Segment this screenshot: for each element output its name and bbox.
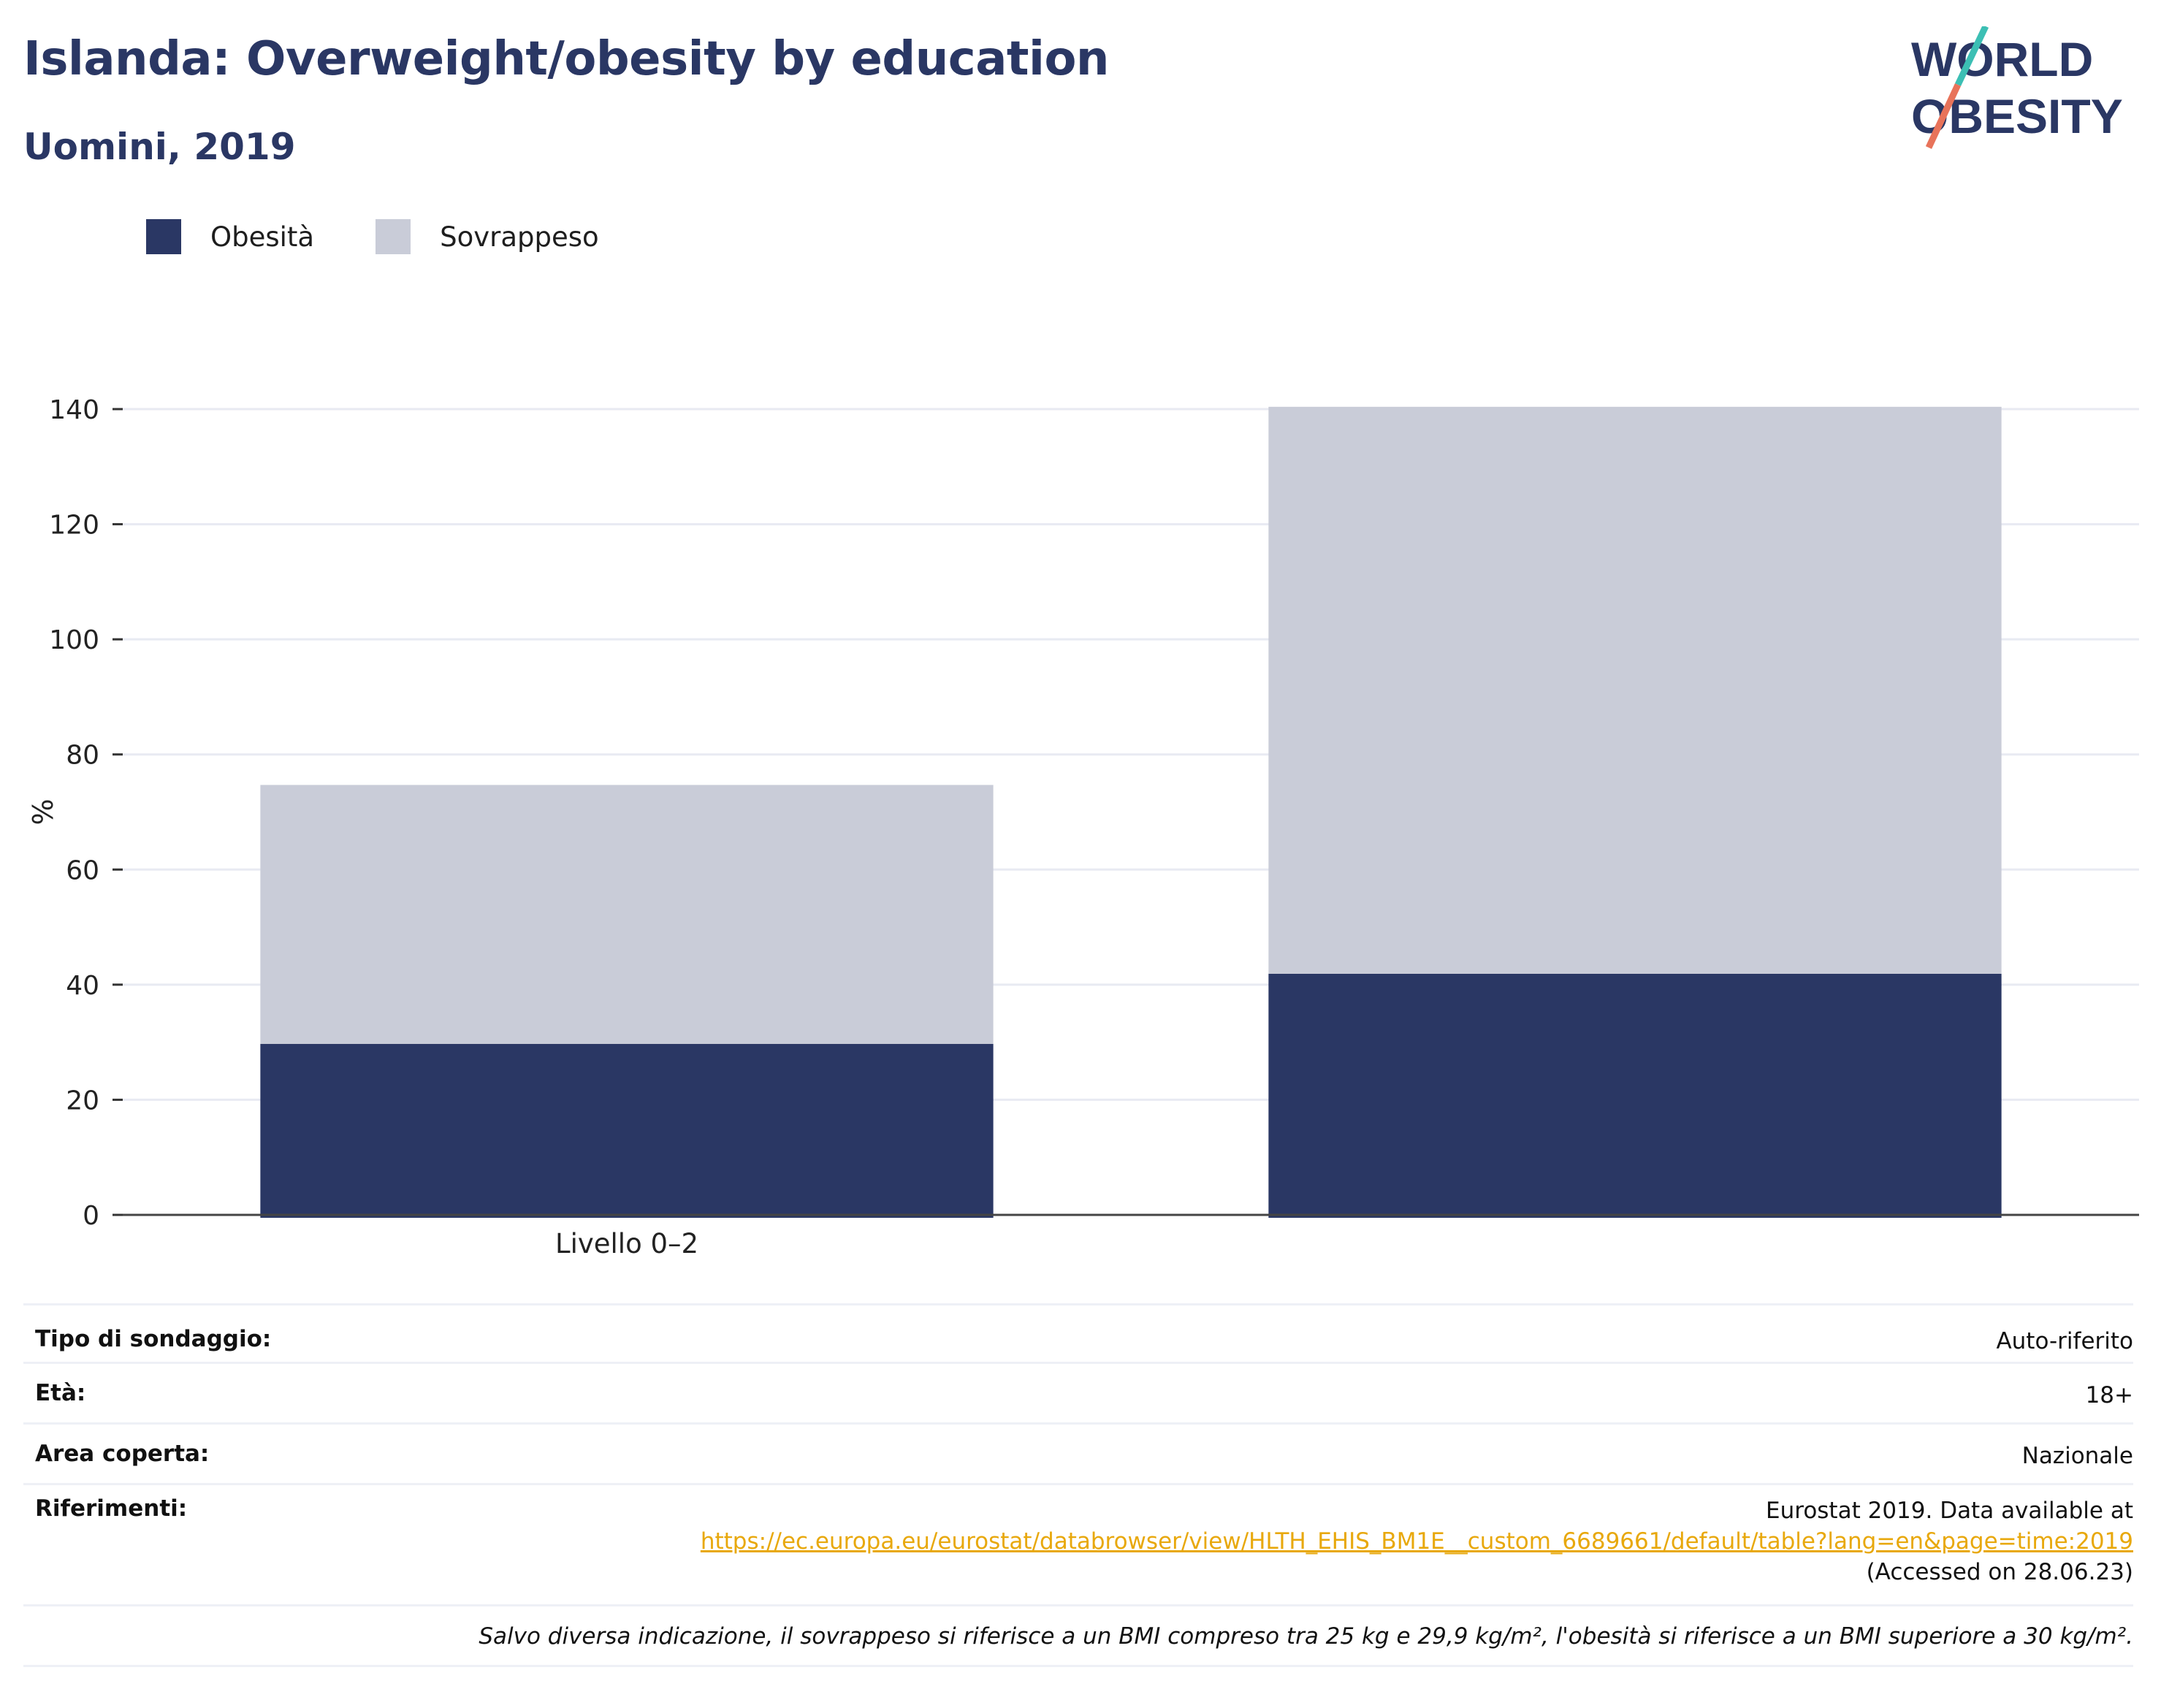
info-row-age: Età: 18+ <box>23 1364 2133 1425</box>
y-tick-label: 60 <box>66 855 99 885</box>
bar-obesita-0[interactable] <box>260 1044 994 1218</box>
info-row-survey: Tipo di sondaggio: Auto-riferito <box>23 1303 2133 1364</box>
legend: Obesità Sovrappeso <box>146 218 660 256</box>
y-tick-label: 80 <box>66 741 99 771</box>
age-label: Età: <box>35 1380 86 1406</box>
legend-item-sovrappeso[interactable]: Sovrappeso <box>376 219 599 254</box>
y-tick-label: 100 <box>49 625 99 655</box>
area-label: Area coperta: <box>35 1441 210 1467</box>
chart-title: Islanda: Overweight/obesity by education <box>23 32 1109 86</box>
bmi-note: Salvo diversa indicazione, il sovrappeso… <box>479 1623 2133 1650</box>
y-tick-label: 140 <box>49 395 99 425</box>
logo-slash-bottom <box>1925 83 1962 149</box>
refs-link[interactable]: https://ec.europa.eu/eurostat/databrowse… <box>700 1528 2133 1555</box>
info-row-references: Riferimenti: Eurostat 2019. Data availab… <box>23 1485 2133 1606</box>
y-tick-label: 120 <box>49 511 99 541</box>
legend-label-sovrappeso: Sovrappeso <box>440 221 599 253</box>
refs-line1: Eurostat 2019. Data available at <box>1766 1498 2133 1524</box>
legend-swatch-sovrappeso <box>376 219 411 254</box>
survey-label: Tipo di sondaggio: <box>35 1326 272 1352</box>
area-value: Nazionale <box>2021 1443 2133 1469</box>
y-tick-label: 0 <box>83 1201 99 1231</box>
survey-value: Auto-riferito <box>1996 1328 2133 1354</box>
legend-item-obesita[interactable]: Obesità <box>146 219 314 254</box>
legend-swatch-obesita <box>146 219 181 254</box>
legend-label-obesita: Obesità <box>210 221 315 253</box>
bar-sovrappeso-0[interactable] <box>260 785 994 1045</box>
info-row-area: Area coperta: Nazionale <box>23 1425 2133 1485</box>
world-obesity-logo: WORLD OBESITY <box>1911 26 2123 149</box>
logo-line1: WORLD <box>1911 32 2093 86</box>
x-tick-label: Livello 0–2 <box>555 1228 698 1259</box>
refs-label: Riferimenti: <box>35 1495 188 1522</box>
age-value: 18+ <box>2085 1382 2133 1408</box>
y-tick-label: 40 <box>66 971 99 1001</box>
bar-obesita-1[interactable] <box>1268 973 2002 1218</box>
chart-subtitle: Uomini, 2019 <box>23 126 296 168</box>
logo-slash-top <box>1954 26 1989 86</box>
refs-value: Eurostat 2019. Data available at https:/… <box>701 1495 2133 1587</box>
y-axis-label: % <box>27 798 59 825</box>
info-row-note: Salvo diversa indicazione, il sovrappeso… <box>23 1606 2133 1667</box>
refs-accessed: (Accessed on 28.06.23) <box>1866 1559 2133 1585</box>
info-table: Tipo di sondaggio: Auto-riferito Età: 18… <box>23 1303 2133 1667</box>
bar-chart: 0 20 40 60 80 100 120 140% Livello 0–2 <box>27 395 2139 1259</box>
bar-sovrappeso-1[interactable] <box>1268 406 2002 974</box>
y-tick-label: 20 <box>66 1086 99 1116</box>
